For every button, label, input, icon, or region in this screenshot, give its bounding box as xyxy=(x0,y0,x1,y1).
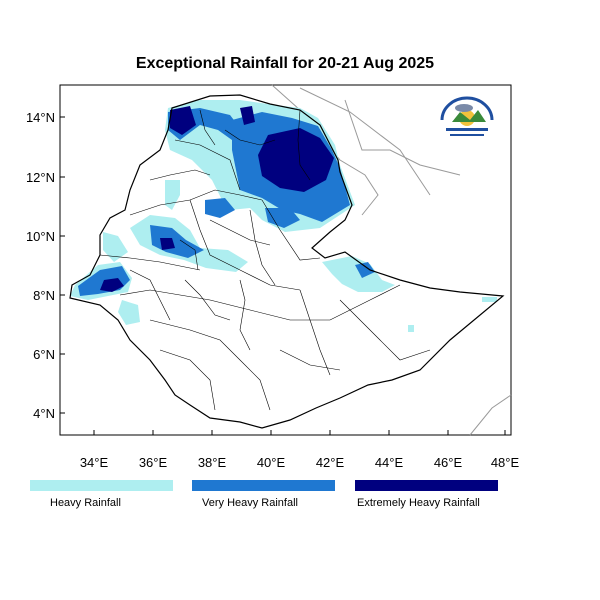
admin-boundaries xyxy=(99,109,431,411)
lat-tick-label: 6°N xyxy=(33,347,55,362)
lat-tick-labels: 14°N 12°N 10°N 8°N 6°N 4°N xyxy=(26,110,55,421)
lon-tick-label: 36°E xyxy=(139,455,168,470)
legend-label-very-heavy: Very Heavy Rainfall xyxy=(202,497,298,509)
lat-ticks xyxy=(60,116,65,414)
lon-tick-label: 42°E xyxy=(316,455,345,470)
legend-swatch-heavy xyxy=(30,480,173,491)
lon-tick-label: 38°E xyxy=(198,455,227,470)
lat-tick-label: 4°N xyxy=(33,406,55,421)
map-title: Exceptional Rainfall for 20-21 Aug 2025 xyxy=(135,55,435,72)
lon-tick-label: 48°E xyxy=(491,455,520,470)
map-frame xyxy=(59,84,512,436)
legend-label-extremely-heavy: Extremely Heavy Rainfall xyxy=(357,497,480,509)
lat-tick-label: 10°N xyxy=(26,229,55,244)
lat-tick-label: 14°N xyxy=(26,110,55,125)
lon-tick-labels: 34°E 36°E 38°E 40°E 42°E 44°E 46°E 48°E xyxy=(80,455,520,470)
lat-tick-label: 8°N xyxy=(33,288,55,303)
lat-tick-label: 12°N xyxy=(26,170,55,185)
legend-swatch-very-heavy xyxy=(192,480,335,491)
neighbor-borders xyxy=(271,84,512,436)
lon-tick-label: 40°E xyxy=(257,455,286,470)
lon-ticks xyxy=(93,430,506,435)
lon-tick-label: 44°E xyxy=(375,455,404,470)
lon-tick-label: 34°E xyxy=(80,455,109,470)
legend-label-heavy: Heavy Rainfall xyxy=(50,497,121,509)
extremely-heavy-rainfall-areas xyxy=(100,106,334,292)
legend-swatch-extremely-heavy xyxy=(355,480,498,491)
ethiopian-meteorology-institute-logo xyxy=(436,95,498,145)
lon-tick-label: 46°E xyxy=(434,455,463,470)
country-border xyxy=(69,94,505,429)
